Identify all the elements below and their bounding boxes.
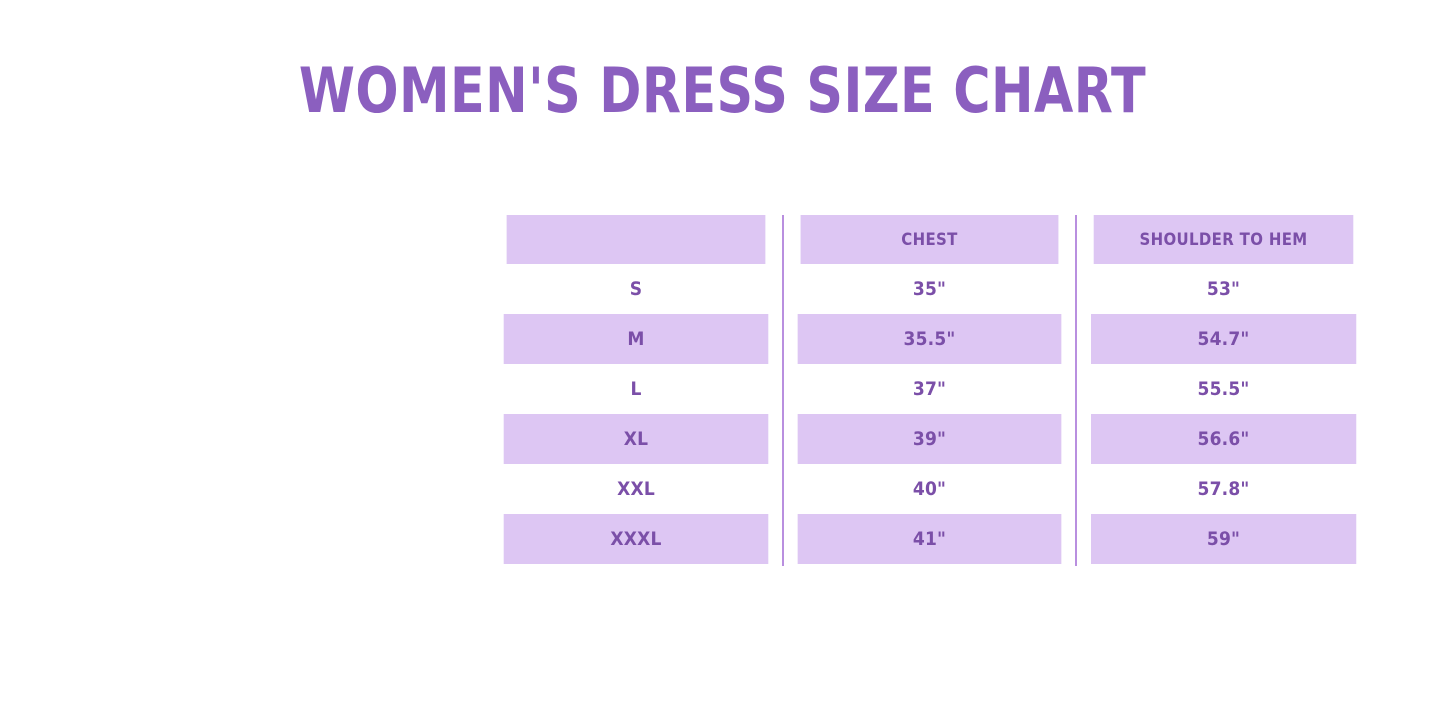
- table-header-row: CHEST SHOULDER TO HEM: [489, 215, 1371, 264]
- table-body: S 35" 53" M 35.5" 54.7" L 37" 55.5" XL 3…: [489, 264, 1371, 564]
- cell-chest: 35": [797, 264, 1062, 314]
- size-chart-table: CHEST SHOULDER TO HEM S 35" 53" M 35.5" …: [489, 215, 1371, 564]
- cell-size: M: [503, 314, 769, 364]
- cell-chest: 41": [797, 514, 1062, 564]
- cell-size: XXXL: [503, 514, 769, 564]
- cell-shoulder-to-hem: 55.5": [1090, 364, 1357, 414]
- table-header: CHEST SHOULDER TO HEM: [489, 215, 1371, 264]
- table-row: S 35" 53": [489, 264, 1371, 314]
- page-title: WOMEN'S DRESS SIZE CHART: [298, 54, 1147, 127]
- size-chart-table-container: CHEST SHOULDER TO HEM S 35" 53" M 35.5" …: [489, 215, 1371, 566]
- table-row: XL 39" 56.6": [489, 414, 1371, 464]
- cell-shoulder-to-hem: 59": [1090, 514, 1357, 564]
- cell-shoulder-to-hem: 54.7": [1090, 314, 1357, 364]
- cell-shoulder-to-hem: 53": [1090, 264, 1357, 314]
- column-header-chest: CHEST: [800, 215, 1059, 264]
- cell-chest: 39": [797, 414, 1062, 464]
- cell-shoulder-to-hem: 57.8": [1090, 464, 1357, 514]
- cell-chest: 40": [797, 464, 1062, 514]
- cell-size: XXL: [503, 464, 769, 514]
- column-header-size: [506, 215, 766, 264]
- cell-chest: 35.5": [797, 314, 1062, 364]
- table-row: XXL 40" 57.8": [489, 464, 1371, 514]
- cell-size: S: [503, 264, 769, 314]
- column-header-shoulder-to-hem: SHOULDER TO HEM: [1093, 215, 1354, 264]
- cell-shoulder-to-hem: 56.6": [1090, 414, 1357, 464]
- cell-size: L: [503, 364, 769, 414]
- table-row: M 35.5" 54.7": [489, 314, 1371, 364]
- table-row: XXXL 41" 59": [489, 514, 1371, 564]
- table-row: L 37" 55.5": [489, 364, 1371, 414]
- cell-chest: 37": [797, 364, 1062, 414]
- cell-size: XL: [503, 414, 769, 464]
